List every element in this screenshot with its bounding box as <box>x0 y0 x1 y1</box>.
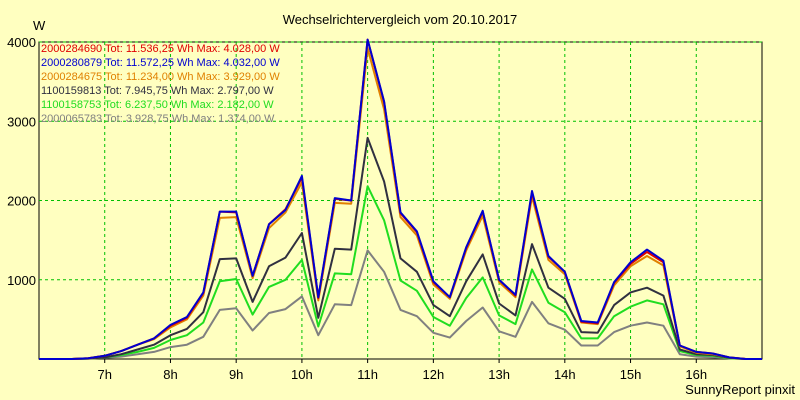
series-line-1100159813 <box>39 136 762 360</box>
legend-entry-2000065783: 2000065783 Tot: 3.928,75 Wh Max: 1.374,0… <box>41 113 275 125</box>
x-tick-label: 10h <box>291 367 313 382</box>
chart-title: Wechselrichtervergleich vom 20.10.2017 <box>283 12 518 27</box>
x-tick-label: 15h <box>620 367 642 382</box>
x-tick-label: 8h <box>163 367 177 382</box>
series-line-2000065783 <box>39 249 762 360</box>
x-tick-label: 11h <box>357 367 378 382</box>
y-tick-label: 4000 <box>7 35 36 50</box>
x-tick-label: 16h <box>685 367 707 382</box>
y-tick-label: 3000 <box>7 114 36 129</box>
series-line-2000280879 <box>39 38 762 360</box>
y-tick-label: 1000 <box>7 273 36 288</box>
series-line-2000284675 <box>39 47 762 360</box>
x-tick-label: 14h <box>554 367 576 382</box>
y-axis-unit-label: W <box>33 18 46 33</box>
x-tick-label: 9h <box>229 367 243 382</box>
legend-entry-2000280879: 2000280879 Tot: 11.572,25 Wh Max: 4.032,… <box>41 57 280 69</box>
x-tick-label: 7h <box>97 367 111 382</box>
legend-entry-1100158753: 1100158753 Tot: 6.237,50 Wh Max: 2.182,0… <box>41 99 274 111</box>
x-tick-label: 12h <box>423 367 445 382</box>
legend-layer: 2000284690 Tot: 11.536,25 Wh Max: 4.028,… <box>41 43 280 125</box>
series-line-1100158753 <box>39 185 762 360</box>
x-tick-label: 13h <box>488 367 510 382</box>
series-layer <box>39 38 762 360</box>
legend-entry-2000284690: 2000284690 Tot: 11.536,25 Wh Max: 4.028,… <box>41 43 280 55</box>
legend-entry-2000284675: 2000284675 Tot: 11.234,00 Wh Max: 3.929,… <box>41 71 280 83</box>
tick-layer: 7h 8h 9h 10h 11h 12h 13h 14h 15h 16h 1000 2000 3000 4… <box>7 35 707 382</box>
y-tick-label: 2000 <box>7 194 36 209</box>
legend-entry-1100159813: 1100159813 Tot: 7.945,75 Wh Max: 2.797,0… <box>41 85 274 97</box>
footer-credit: SunnyReport pinxit <box>685 382 795 397</box>
